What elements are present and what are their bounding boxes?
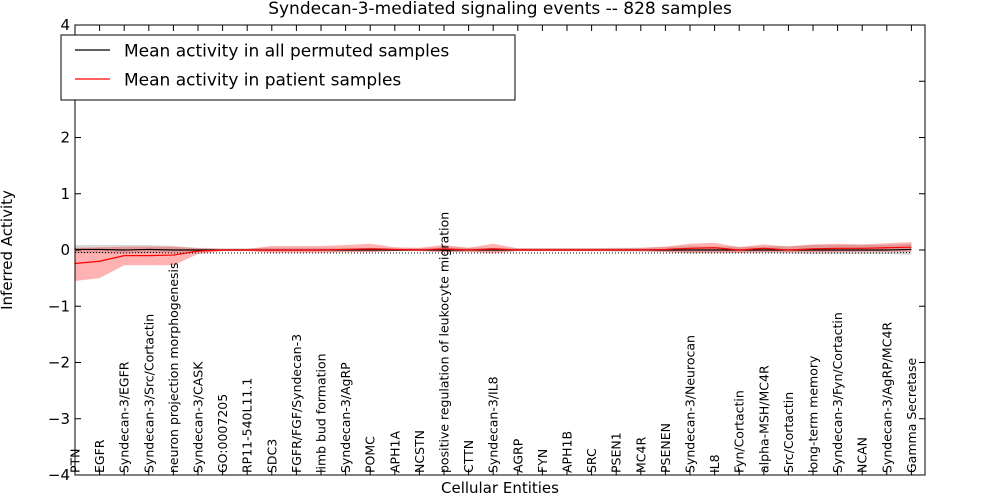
x-tick-label: AGRP bbox=[510, 438, 525, 473]
x-axis-label: Cellular Entities bbox=[441, 479, 559, 497]
legend-label-patient: Mean activity in patient samples bbox=[124, 71, 401, 91]
legend-label-permuted: Mean activity in all permuted samples bbox=[124, 42, 449, 62]
x-tick-label: FGFR/FGF/Syndecan-3 bbox=[289, 334, 304, 473]
legend: Mean activity in all permuted samples Me… bbox=[60, 34, 516, 101]
x-tick-label: PTN bbox=[68, 448, 83, 473]
x-tick-label: IL8 bbox=[707, 454, 722, 473]
x-tick-label: Syndecan-3/EGFR bbox=[117, 361, 132, 473]
y-axis-label: Inferred Activity bbox=[0, 190, 16, 310]
y-tick-label: −2 bbox=[48, 354, 70, 372]
y-tick-label: 0 bbox=[60, 241, 70, 259]
x-tick-label: Fyn/Cortactin bbox=[732, 390, 747, 473]
x-tick-label: FYN bbox=[535, 449, 550, 473]
x-tick-label: Syndecan-3/Fyn/Cortactin bbox=[830, 312, 845, 473]
chart-title: Syndecan-3-mediated signaling events -- … bbox=[268, 0, 732, 19]
y-tick-label: −3 bbox=[48, 410, 70, 428]
x-tick-label: neuron projection morphogenesis bbox=[166, 262, 181, 473]
x-tick-label: EGFR bbox=[92, 439, 107, 473]
x-tick-label: PSEN1 bbox=[609, 432, 624, 473]
patient-mean-line bbox=[74, 246, 912, 265]
x-tick-label: POMC bbox=[363, 436, 378, 473]
x-axis: PTN EGFR Syndecan-3/EGFR Syndecan-3/Src/Cor… bbox=[68, 25, 919, 475]
x-tick-label: alpha-MSH/MC4R bbox=[756, 365, 771, 473]
x-tick-label: PSENEN bbox=[658, 423, 673, 473]
y-tick-label: 2 bbox=[60, 129, 70, 147]
x-tick-label: APH1B bbox=[560, 431, 575, 473]
y-tick-label: 1 bbox=[60, 185, 70, 203]
x-tick-label: Src/Cortactin bbox=[781, 392, 796, 473]
y-axis: −4−3−2−101234 bbox=[48, 16, 925, 484]
x-tick-label: Syndecan-3/AgRP/MC4R bbox=[879, 322, 894, 473]
x-tick-label: NCSTN bbox=[412, 430, 427, 473]
legend-box bbox=[60, 34, 516, 101]
x-tick-label: Syndecan-3/Src/Cortactin bbox=[141, 314, 156, 473]
x-tick-label: Gamma Secretase bbox=[904, 358, 919, 473]
x-tick-label: Syndecan-3/AgRP bbox=[338, 362, 353, 473]
x-tick-label: CTTN bbox=[461, 440, 476, 473]
x-tick-label: Syndecan-3/IL8 bbox=[486, 376, 501, 473]
x-tick-label: limb bud formation bbox=[314, 353, 329, 473]
x-tick-label: GO:0007205 bbox=[215, 394, 230, 473]
x-tick-label: NCAN bbox=[855, 437, 870, 473]
x-tick-label: Syndecan-3/Neurocan bbox=[683, 335, 698, 473]
patient-band bbox=[75, 242, 912, 281]
x-tick-label: SRC bbox=[584, 448, 599, 473]
x-tick-label: SDC3 bbox=[264, 439, 279, 473]
y-tick-label: −1 bbox=[48, 297, 70, 315]
series-lines bbox=[74, 246, 912, 265]
x-tick-label: long-term memory bbox=[806, 355, 821, 473]
x-tick-label: positive regulation of leukocyte migrati… bbox=[437, 212, 452, 473]
y-tick-label: −4 bbox=[48, 466, 70, 484]
x-tick-label: MC4R bbox=[633, 437, 648, 473]
y-tick-label: 4 bbox=[60, 16, 70, 34]
x-tick-label: Syndecan-3/CASK bbox=[191, 361, 206, 473]
x-tick-label: RP11-540L11.1 bbox=[240, 378, 255, 473]
x-tick-label: APH1A bbox=[387, 431, 402, 473]
